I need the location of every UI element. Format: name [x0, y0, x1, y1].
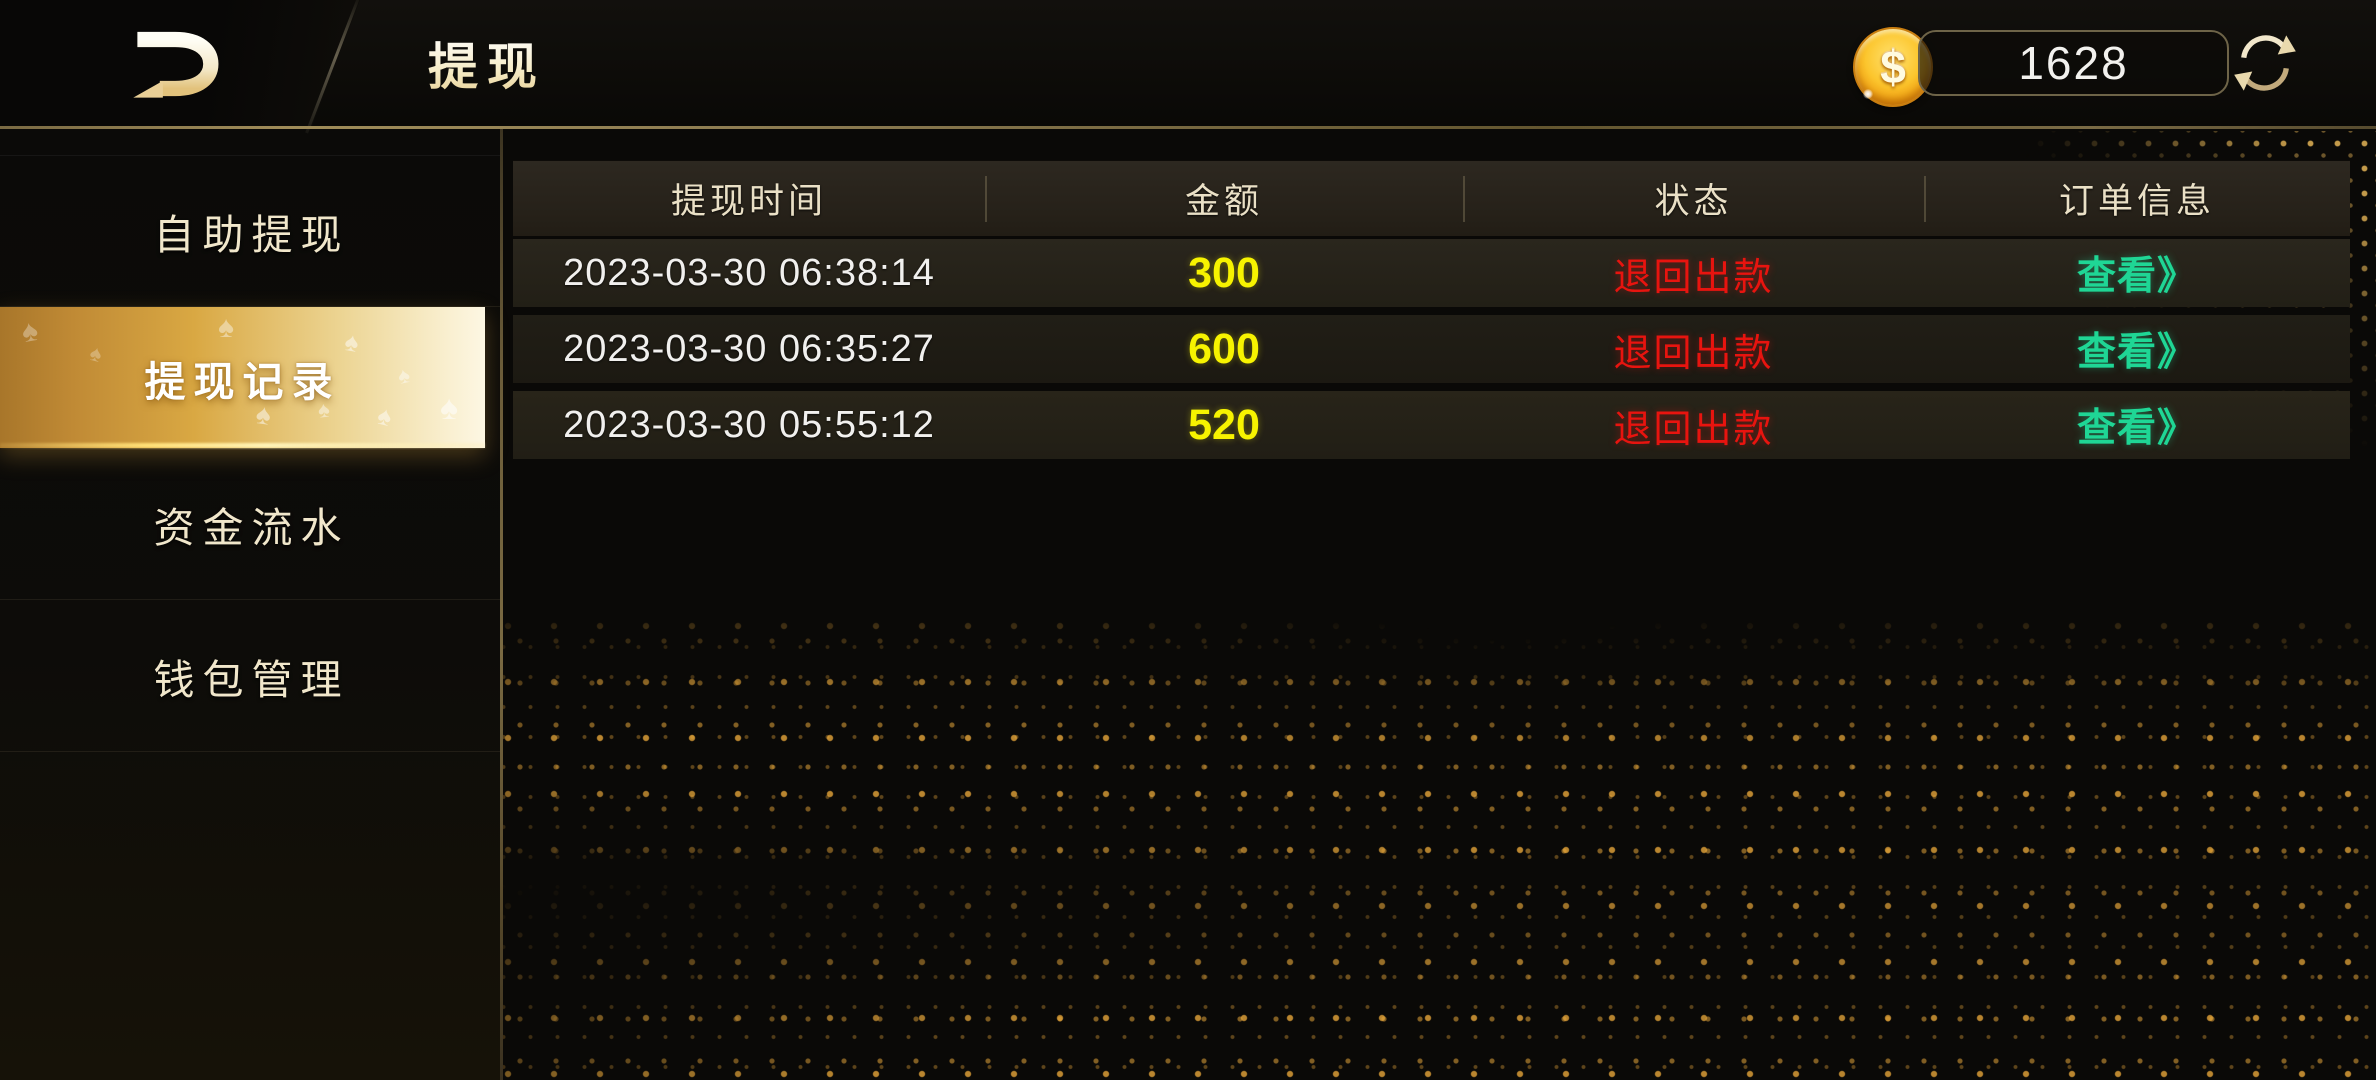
spade-icon: ♠	[218, 311, 234, 344]
sidebar-item-fund-flow[interactable]: 资金流水	[0, 448, 503, 600]
view-order-link[interactable]: 查看》	[2076, 407, 2197, 450]
table-row: 2023-03-30 06:35:27 600 退回出款 查看》	[513, 315, 2350, 383]
sidebar-item-withdraw-records[interactable]: ♠ ♠ ♠ ♠ ♠ ♠ ♠ ♠ ♠ 提现记录	[0, 307, 485, 448]
withdraw-amount: 600	[1188, 324, 1260, 373]
sidebar-item-label: 自助提现	[153, 212, 350, 258]
spade-icon: ♠	[395, 362, 413, 389]
dollar-sign: $	[1880, 41, 1906, 93]
spade-icon: ♠	[87, 339, 105, 368]
wave-dots-texture	[430, 620, 2376, 1080]
withdraw-status: 退回出款	[1613, 332, 1774, 375]
column-header-status: 状态	[1463, 173, 1924, 224]
withdraw-time: 2023-03-30 06:38:14	[563, 251, 935, 294]
coin-sparkle	[1863, 89, 1873, 99]
top-bar: 提现 $ 1628	[0, 0, 2376, 134]
withdraw-status: 退回出款	[1613, 408, 1774, 451]
withdraw-records-table: 提现时间 金额 状态 订单信息 2023-03-30 06:38:14 300 …	[513, 160, 2350, 459]
balance-display: 1628	[1918, 30, 2229, 96]
withdraw-amount: 520	[1188, 400, 1260, 449]
spade-icon: ♠	[440, 389, 459, 427]
app-logo-icon[interactable]	[118, 25, 220, 103]
spade-icon: ♠	[342, 326, 362, 358]
column-header-time: 提现时间	[670, 182, 827, 221]
table-header-row: 提现时间 金额 状态 订单信息	[513, 160, 2350, 236]
withdraw-time: 2023-03-30 05:55:12	[563, 403, 935, 446]
view-order-link[interactable]: 查看》	[2076, 255, 2197, 298]
sidebar: 自助提现 ♠ ♠ ♠ ♠ ♠ ♠ ♠ ♠ ♠ 提现记录 资金流水 钱包管理	[0, 129, 503, 1080]
table-row: 2023-03-30 05:55:12 520 退回出款 查看》	[513, 391, 2350, 459]
sidebar-item-self-withdraw[interactable]: 自助提现	[0, 155, 503, 307]
view-order-link[interactable]: 查看》	[2076, 331, 2197, 374]
sidebar-item-label: 钱包管理	[153, 656, 350, 703]
withdraw-status: 退回出款	[1613, 256, 1774, 299]
sidebar-item-wallet-management[interactable]: 钱包管理	[0, 600, 503, 752]
sidebar-item-label: 资金流水	[153, 504, 350, 551]
column-header-order: 订单信息	[1924, 173, 2350, 224]
logo-panel	[0, 0, 360, 126]
withdraw-amount: 300	[1188, 248, 1260, 297]
spade-icon: ♠	[374, 399, 396, 433]
sidebar-item-label: 提现记录	[144, 358, 341, 405]
table-row: 2023-03-30 06:38:14 300 退回出款 查看》	[513, 239, 2350, 307]
refresh-icon[interactable]	[2230, 29, 2300, 97]
spade-icon: ♠	[19, 313, 41, 350]
column-header-amount: 金额	[985, 173, 1463, 224]
page-title: 提现	[428, 0, 546, 126]
withdraw-time: 2023-03-30 06:35:27	[563, 327, 935, 370]
balance-value: 1628	[2018, 37, 2129, 89]
